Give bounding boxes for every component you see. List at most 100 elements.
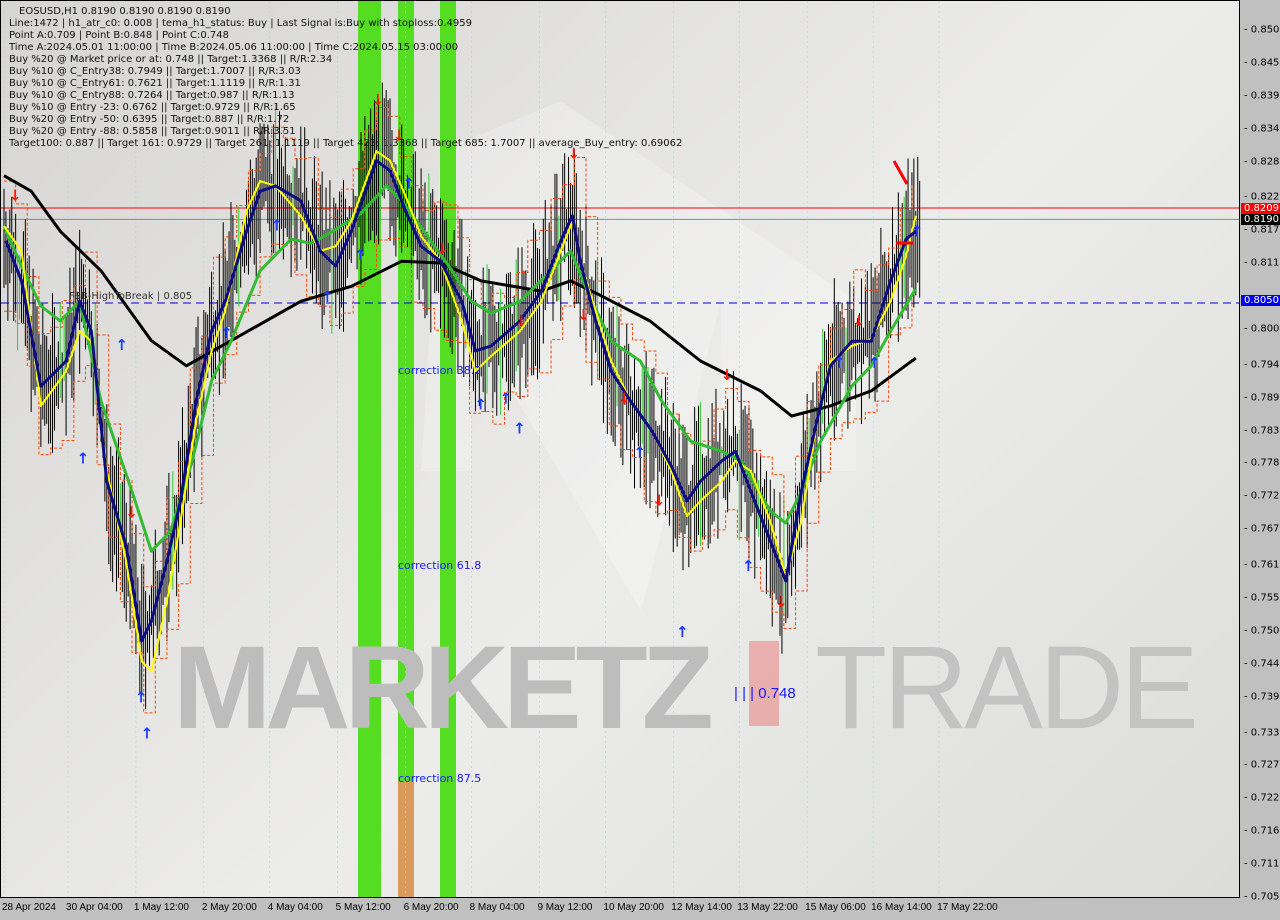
- buy-arrow-icon: ↑: [513, 420, 526, 438]
- time-tick-label: 6 May 20:00: [403, 902, 459, 913]
- buy-arrow-icon: ↑: [135, 689, 148, 707]
- price-tick-label: - 0.8115: [1244, 257, 1280, 269]
- buy-arrow-icon: ↑: [500, 390, 513, 408]
- chart-plot-area[interactable]: ↓ ↑ ↑ ↓ ↑ ↑ ↑ ↑ ↑ ↑ ↓ ↓ ↑ ↓ ↑ ↑ ↑ ↓ ↓ ↓ ↓ ↑ ↓ ↑ ↓ ↑ ↓ ↑ ↓ ↑ ↑ MARKETZ …: [0, 0, 1240, 898]
- watermark-logo: [421, 101, 856, 611]
- price-tick-label: - 0.8005: [1244, 323, 1280, 335]
- price-tick-label: - 0.8340: [1244, 123, 1280, 135]
- watermark-right: TRADE: [815, 622, 1199, 754]
- buy-arrow-icon: ↑: [77, 449, 90, 467]
- sell-arrow-icon: ↓: [721, 366, 734, 384]
- price-tick-label: - 0.7555: [1244, 592, 1280, 604]
- point-c-label: | | | 0.748: [734, 685, 796, 702]
- sell-arrow-icon: ↓: [125, 503, 138, 521]
- sell-arrow-icon: ↓: [577, 306, 590, 324]
- price-tick-label: - 0.7055: [1244, 891, 1280, 903]
- price-tick-label: - 0.7500: [1244, 625, 1280, 637]
- correction-87-label: correction 87.5: [398, 772, 482, 785]
- time-tick-label: 8 May 04:00: [469, 902, 525, 913]
- ma-line-black: [3, 174, 917, 418]
- time-tick-label: 30 Apr 04:00: [66, 902, 123, 913]
- time-tick-label: 5 May 12:00: [335, 902, 391, 913]
- sell-arrow-icon: ↓: [371, 91, 384, 109]
- info-line: Buy %20 @ Entry -88: 0.5858 || Target:0.…: [9, 126, 296, 137]
- fib-band: [358, 1, 381, 897]
- time-tick-label: 10 May 20:00: [603, 902, 664, 913]
- buy-arrow-icon: ↑: [220, 324, 233, 342]
- time-tick-label: 15 May 06:00: [805, 902, 866, 913]
- info-line: Target100: 0.887 || Target 161: 0.9729 |…: [9, 138, 683, 149]
- ma-line-green: [2, 184, 918, 553]
- price-tick-label: - 0.8285: [1244, 156, 1280, 168]
- buy-arrow-icon: ↑: [633, 444, 646, 462]
- price-tick-label: - 0.8395: [1244, 90, 1280, 102]
- info-line: Buy %10 @ C_Entry88: 0.7264 || Target:0.…: [9, 90, 295, 101]
- price-tick-label: - 0.7445: [1244, 658, 1280, 670]
- price-tick-label: - 0.7835: [1244, 425, 1280, 437]
- info-line: Buy %20 @ Market price or at: 0.748 || T…: [9, 54, 333, 65]
- sell-arrow-icon: ↓: [653, 491, 666, 509]
- buy-arrow-icon: ↑: [911, 222, 924, 240]
- info-line: Buy %10 @ C_Entry38: 0.7949 || Target:1.…: [9, 66, 301, 77]
- info-line: Buy %10 @ Entry -23: 0.6762 || Target:0.…: [9, 102, 296, 113]
- price-tick-label: - 0.7220: [1244, 792, 1280, 804]
- ma-line-yellow: [3, 150, 917, 673]
- price-tick-label: - 0.7610: [1244, 559, 1280, 571]
- buy-arrow-icon: ↑: [742, 557, 755, 575]
- time-tick-label: 4 May 04:00: [267, 902, 323, 913]
- price-tag-current: 0.8190: [1241, 214, 1280, 225]
- price-tick-label: - 0.7725: [1244, 490, 1280, 502]
- buy-arrow-icon: ↑: [403, 174, 416, 192]
- price-tick-label: - 0.8225: [1244, 191, 1280, 203]
- price-tick-label: - 0.7670: [1244, 523, 1280, 535]
- symbol-ohlc: EOSUSD,H1 0.8190 0.8190 0.8190 0.8190: [19, 6, 231, 17]
- price-tag-red: 0.8209: [1241, 203, 1280, 214]
- price-tick-label: - 0.7330: [1244, 727, 1280, 739]
- price-tick-label: - 0.8505: [1244, 24, 1280, 36]
- price-tick-label: - 0.7390: [1244, 691, 1280, 703]
- sell-arrow-icon: ↓: [618, 390, 631, 408]
- buy-arrow-icon: ↑: [676, 623, 689, 641]
- ma-line-navy: [4, 159, 917, 643]
- info-line: Buy %20 @ Entry -50: 0.6395 || Target:0.…: [9, 114, 290, 125]
- price-chart-svg: ↓↑↑↓↑↑↑↑↑↑↓↓↑↓↑ ↑↑↓↓↓↓↑↓↑↓↑↓↑↓↑↑: [1, 1, 1239, 897]
- sell-arrow-icon: ↓: [436, 240, 449, 258]
- buy-arrow-icon: ↑: [833, 354, 846, 372]
- info-line: Buy %10 @ C_Entry61: 0.7621 || Target:1.…: [9, 78, 301, 89]
- fsb-label: FSB-HighToBreak | 0.805: [69, 291, 193, 302]
- sell-arrow-icon: ↓: [393, 127, 406, 145]
- time-tick-label: 1 May 12:00: [133, 902, 189, 913]
- price-tick-label: - 0.7945: [1244, 359, 1280, 371]
- price-tick-label: - 0.8450: [1244, 57, 1280, 69]
- fib-band-orange: [398, 781, 414, 897]
- price-tick-label: - 0.7110: [1244, 858, 1280, 870]
- info-line: Point A:0.709 | Point B:0.848 | Point C:…: [9, 30, 229, 41]
- correction-38-label: correction 38.2: [398, 364, 482, 377]
- price-tick-label: - 0.8170: [1244, 224, 1280, 236]
- price-tick-label: - 0.7275: [1244, 759, 1280, 771]
- time-tick-label: 16 May 14:00: [871, 902, 932, 913]
- time-tick-label: 9 May 12:00: [537, 902, 593, 913]
- time-tick-label: 12 May 14:00: [671, 902, 732, 913]
- price-tick-label: - 0.7165: [1244, 825, 1280, 837]
- price-tick-label: - 0.7780: [1244, 457, 1280, 469]
- sell-arrow-icon: ↓: [853, 312, 866, 330]
- sell-arrow-icon: ↓: [9, 186, 22, 204]
- buy-arrow-icon: ↑: [354, 246, 367, 264]
- point-c-zone: [749, 641, 779, 726]
- price-tick-label: - 0.7890: [1244, 392, 1280, 404]
- info-line: Line:1472 | h1_atr_c0: 0.008 | tema_h1_s…: [9, 18, 472, 29]
- sell-arrow-icon: ↓: [567, 145, 580, 163]
- fib-band: [440, 1, 456, 897]
- watermark-left: MARKETZ: [173, 622, 714, 754]
- time-tick-label: 28 Apr 2024: [2, 902, 56, 913]
- sell-arrow-icon: ↓: [515, 312, 528, 330]
- stop-marker: [892, 160, 909, 185]
- info-line: Time A:2024.05.01 11:00:00 | Time B:2024…: [9, 42, 459, 53]
- buy-arrow-icon: ↑: [115, 336, 128, 354]
- time-tick-label: 13 May 22:00: [737, 902, 798, 913]
- correction-61-label: correction 61.8: [398, 559, 482, 572]
- price-axis[interactable]: - 0.8505 - 0.8450 - 0.8395 - 0.8340 - 0.8285…: [1241, 0, 1280, 903]
- price-tag-blue: 0.8050: [1241, 295, 1280, 306]
- buy-arrow-icon: ↑: [868, 354, 881, 372]
